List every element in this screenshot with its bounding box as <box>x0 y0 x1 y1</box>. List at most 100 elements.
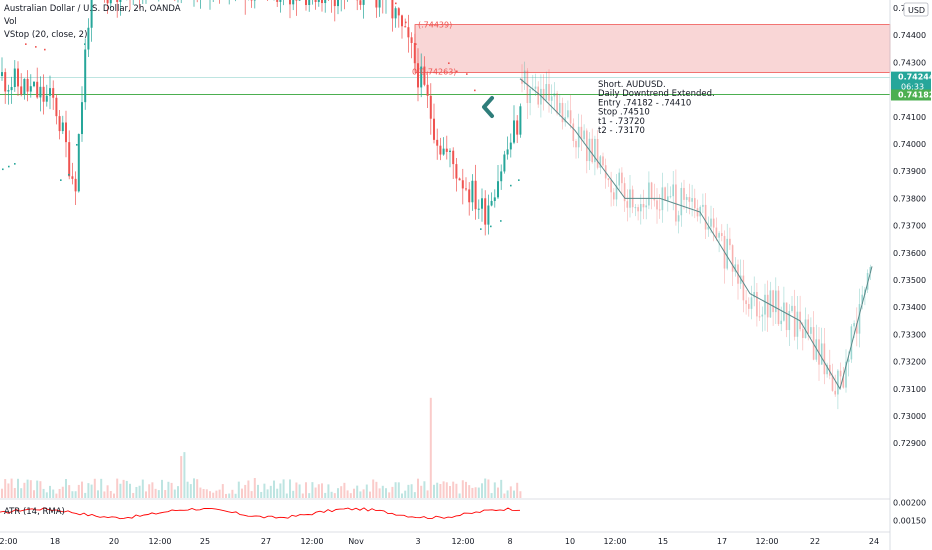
price-tick-label: 0.73100 <box>893 385 926 394</box>
vstop-dot <box>474 89 476 92</box>
volume-legend[interactable]: Vol <box>4 17 17 27</box>
projection-candle <box>653 183 656 207</box>
projection-candle <box>756 283 758 327</box>
projection-candle <box>675 169 677 226</box>
time-tick-label: 3 <box>415 537 420 546</box>
projection-candle <box>766 280 769 332</box>
projection-candle <box>564 103 566 127</box>
zone-top-label: (.74439) <box>418 21 452 30</box>
candle <box>356 0 359 11</box>
projection-candle <box>677 210 680 234</box>
candle <box>33 81 35 88</box>
candle <box>487 194 490 235</box>
vstop-legend[interactable]: VStop (20, close, 2) <box>4 30 88 40</box>
time-tick-label: 8 <box>507 537 512 546</box>
volume-bar <box>122 479 125 498</box>
projection-candle <box>534 73 537 97</box>
time-tick-label: 25 <box>200 537 210 546</box>
vstop-dot <box>60 179 62 181</box>
time-tick-label: 12:00 <box>451 537 474 546</box>
candle <box>235 0 236 2</box>
atr-pane <box>0 507 521 520</box>
volume-bar <box>330 491 333 498</box>
candle <box>497 165 499 199</box>
candle <box>228 0 230 5</box>
volume-bar <box>170 482 173 498</box>
volume-bar <box>362 489 365 498</box>
candle <box>391 0 394 32</box>
projection-candle <box>707 216 710 237</box>
projection-candle <box>583 124 585 144</box>
candle <box>292 0 295 11</box>
projection-candle <box>710 205 712 234</box>
price-tick-label: 0.73000 <box>893 412 926 421</box>
vstop-dot <box>76 144 78 146</box>
volume-bar <box>468 485 471 498</box>
projection-candle <box>737 259 739 300</box>
candle <box>324 0 327 13</box>
projection-candle <box>804 307 807 339</box>
volume-bar <box>458 493 461 498</box>
projection-candle <box>694 188 696 219</box>
volume-bar <box>295 482 298 498</box>
candle <box>436 128 439 160</box>
entry-zone[interactable] <box>414 24 891 73</box>
projection-candle <box>775 277 777 325</box>
currency-badge[interactable]: USD <box>903 2 929 17</box>
vstop-dot <box>68 173 70 176</box>
candle <box>477 199 480 219</box>
volume-bar <box>129 483 131 498</box>
projection-candle <box>788 304 791 347</box>
volume-bar <box>429 397 432 498</box>
volume-bar <box>45 492 48 498</box>
volume-bar <box>413 492 416 498</box>
projection-candle <box>610 171 612 207</box>
volume-bar <box>417 478 419 498</box>
volume-bar <box>141 479 144 498</box>
projection-candle <box>591 128 593 164</box>
volume-bar <box>97 490 99 498</box>
candle <box>276 0 279 7</box>
price-tick-label: 0.74300 <box>893 58 926 67</box>
volume-bar <box>13 487 16 498</box>
projection-candle <box>559 93 561 117</box>
projection-candle <box>712 208 715 242</box>
projection-candle <box>523 61 526 90</box>
volume-bar <box>308 493 311 498</box>
volume-bar <box>250 491 253 498</box>
volume-bar <box>452 481 455 498</box>
volume-bar <box>87 483 90 498</box>
candle <box>23 78 26 100</box>
volume-bar <box>234 493 237 498</box>
candle <box>84 38 87 110</box>
projection-candle <box>545 71 548 103</box>
projection-candle <box>799 295 801 332</box>
volume-bar <box>353 488 355 498</box>
volume-bar <box>487 479 490 498</box>
projection-candle <box>615 174 618 207</box>
projection-candle <box>580 114 583 152</box>
candle <box>401 14 403 39</box>
symbol-title[interactable]: Australian Dollar / U.S. Dollar, 2h, OAN… <box>4 4 181 14</box>
projection-candle <box>742 259 745 313</box>
projection-candle <box>839 362 842 389</box>
candle <box>468 182 471 216</box>
volume-bar <box>61 486 64 498</box>
candlesticks <box>1 0 872 410</box>
candle <box>410 32 413 59</box>
projection-candle <box>607 177 610 187</box>
projection-candle <box>764 283 766 331</box>
volume-bar <box>442 481 445 498</box>
volume-bar <box>305 482 307 498</box>
vstop-dot <box>395 2 397 5</box>
candle <box>250 0 253 8</box>
candle <box>458 177 461 181</box>
volume-bar <box>39 481 42 498</box>
candle <box>45 84 48 107</box>
volume-bar <box>164 490 167 498</box>
candle <box>493 189 496 208</box>
volume-bar <box>42 488 45 498</box>
volume-bar <box>282 479 285 498</box>
volume-bar <box>58 488 61 498</box>
